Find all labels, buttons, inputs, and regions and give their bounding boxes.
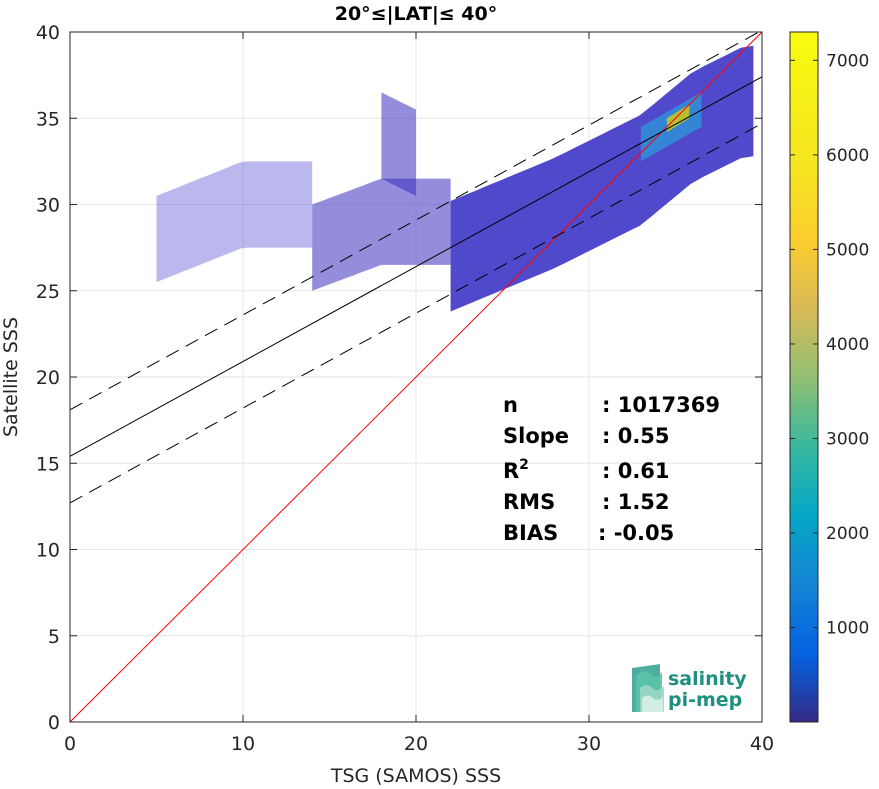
x-tick-label: 10	[231, 733, 255, 755]
y-tick-label: 10	[36, 540, 60, 562]
axis-ticks: 0 10 20 30 40 0 5 10 15 20 25 30 35 40	[36, 22, 774, 755]
colorbar-tick-label: 5000	[826, 240, 869, 260]
y-tick-label: 30	[36, 195, 60, 217]
y-tick-label: 20	[36, 367, 60, 389]
colorbar-tick-label: 6000	[826, 146, 869, 166]
density-region-very-sparse	[156, 161, 313, 283]
y-tick-label: 0	[48, 712, 60, 734]
stat-label: BIAS	[503, 521, 558, 545]
density-region-sparse	[312, 178, 451, 291]
density-cloud	[156, 45, 754, 312]
logo-line2: pi-mep	[668, 689, 742, 711]
x-axis-label: TSG (SAMOS) SSS	[330, 765, 501, 787]
density-region-peak	[666, 104, 690, 132]
line-1-1	[69, 31, 763, 723]
colorbar-tick-label: 4000	[826, 335, 869, 355]
colorbar-tick-label: 2000	[826, 524, 869, 544]
y-tick-label: 35	[36, 108, 60, 130]
logo-wave-icon	[632, 664, 664, 712]
y-tick-label: 15	[36, 453, 60, 475]
y-tick-label: 25	[36, 281, 60, 303]
stat-value: : -0.05	[598, 521, 674, 545]
stat-label: RMS	[503, 490, 555, 514]
x-tick-label: 20	[404, 733, 428, 755]
x-tick-label: 0	[64, 733, 76, 755]
colorbar-tick-label: 7000	[826, 51, 869, 71]
stat-label: n	[503, 393, 518, 417]
logo-line1: salinity	[668, 668, 747, 690]
x-tick-label: 30	[577, 733, 601, 755]
stat-label-superscript: 2	[519, 457, 529, 473]
stat-label: Slope	[503, 424, 569, 448]
density-region-sparse	[381, 92, 416, 196]
stat-value: : 1017369	[602, 393, 720, 417]
stat-value: : 0.55	[602, 424, 670, 448]
chart-title: 20°≤|LAT|≤ 40°	[335, 3, 498, 25]
x-tick-label: 40	[750, 733, 774, 755]
colorbar-tick-label: 3000	[826, 429, 869, 449]
y-axis-label: Satellite SSS	[0, 317, 22, 437]
colorbar-strip	[789, 31, 819, 723]
colorbar: 1000 2000 3000 4000 5000 6000 7000	[789, 31, 869, 723]
line-fit	[69, 76, 763, 457]
stat-value: : 1.52	[602, 490, 670, 514]
reference-lines	[69, 31, 763, 723]
colorbar-tick-label: 1000	[826, 619, 869, 639]
salinity-pi-mep-logo: salinity pi-mep	[632, 664, 747, 712]
stat-value: : 0.61	[602, 459, 670, 483]
plot-area	[69, 31, 763, 723]
y-tick-label: 5	[48, 626, 60, 648]
y-tick-label: 40	[36, 22, 60, 44]
